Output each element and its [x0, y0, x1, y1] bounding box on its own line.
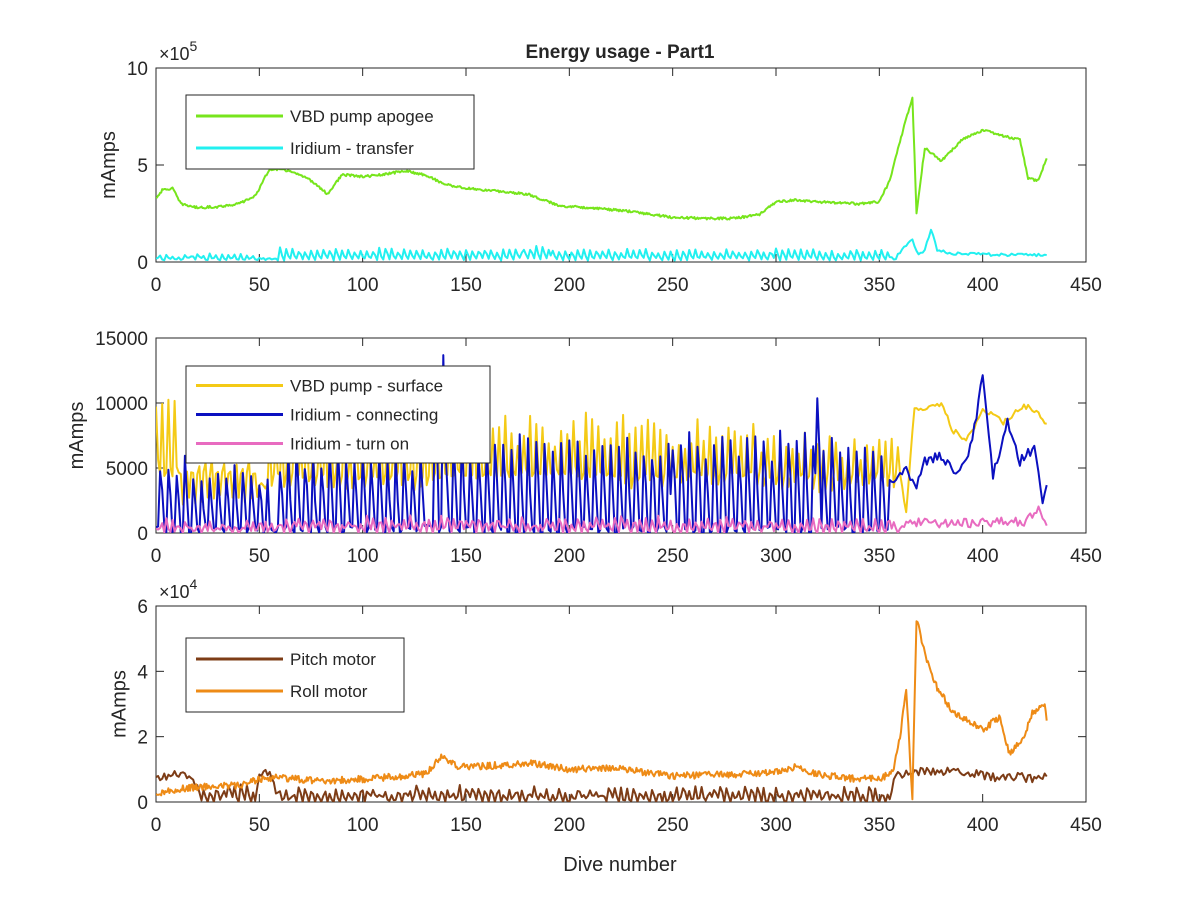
x-tick-label: 250: [657, 546, 689, 567]
x-tick-label: 100: [347, 815, 379, 836]
y-tick-label: 4: [137, 662, 148, 683]
x-tick-label: 400: [967, 546, 999, 567]
legend: VBD pump apogee Iridium - transfer: [185, 94, 475, 170]
x-tick-label: 50: [249, 815, 270, 836]
x-tick-label: 400: [967, 815, 999, 836]
legend-label: Iridium - transfer: [290, 139, 414, 158]
legend-label: Iridium - connecting: [290, 406, 438, 425]
x-tick-label: 400: [967, 275, 999, 296]
x-tick-label: 250: [657, 275, 689, 296]
x-tick-label: 50: [249, 546, 270, 567]
y-tick-label: 2: [137, 728, 148, 749]
y-tick-label: 10000: [95, 394, 148, 415]
x-tick-label: 0: [151, 815, 162, 836]
x-tick-label: 350: [863, 546, 895, 567]
y-tick-label: 5000: [106, 459, 148, 480]
x-tick-label: 350: [863, 275, 895, 296]
subplot-vbd-apogee-iridium-transfer: 0 50 100 150 200 250 300 350 400 450 0 5 10 ×105 mAmps…: [98, 38, 1102, 296]
x-tick-label: 350: [863, 815, 895, 836]
series-line-iridium-connecting: [156, 354, 1048, 533]
x-tick-label: 450: [1070, 815, 1102, 836]
legend-label: Roll motor: [290, 682, 368, 701]
series-line-iridium-transfer: [156, 228, 1047, 262]
legend: VBD pump - surface Iridium - connecting Ir…: [185, 365, 491, 464]
y-axis-label: mAmps: [108, 670, 130, 738]
subplot-pitch-roll-motors: 0 50 100 150 200 250 300 350 400 450 0 2 4 6 ×104 mAmps…: [108, 576, 1101, 836]
x-tick-label: 50: [249, 275, 270, 296]
chart-title: Energy usage - Part1: [525, 42, 714, 63]
x-tick-label: 300: [760, 275, 792, 296]
y-exponent-label: ×104: [159, 576, 198, 602]
x-tick-label: 200: [553, 815, 585, 836]
y-tick-label: 5: [137, 156, 148, 177]
legend: Pitch motor Roll motor: [185, 637, 405, 713]
x-tick-label: 300: [760, 546, 792, 567]
y-tick-label: 0: [137, 253, 148, 274]
x-axis-label: Dive number: [563, 854, 677, 876]
y-tick-label: 0: [137, 524, 148, 545]
x-tick-label: 450: [1070, 275, 1102, 296]
legend-label: VBD pump - surface: [290, 377, 443, 396]
x-tick-label: 300: [760, 815, 792, 836]
series-line-pitch-motor: [156, 766, 1048, 802]
x-tick-label: 250: [657, 815, 689, 836]
x-tick-label: 450: [1070, 546, 1102, 567]
x-tick-label: 200: [553, 546, 585, 567]
x-tick-label: 0: [151, 275, 162, 296]
x-tick-label: 100: [347, 275, 379, 296]
subplot-vbd-surface-iridium: 0 50 100 150 200 250 300 350 400 450 0 5000 10000 150…: [66, 329, 1102, 567]
y-tick-label: 0: [137, 793, 148, 814]
x-tick-label: 150: [450, 815, 482, 836]
legend-label: Pitch motor: [290, 650, 376, 669]
x-tick-label: 200: [553, 275, 585, 296]
x-tick-label: 100: [347, 546, 379, 567]
series-line-iridium-turn-on: [156, 505, 1048, 533]
y-tick-label: 10: [127, 59, 148, 80]
legend-box: [185, 637, 405, 713]
x-tick-label: 150: [450, 275, 482, 296]
y-tick-label: 6: [137, 597, 148, 618]
y-axis-label: mAmps: [98, 131, 120, 199]
series-line-roll-motor: [156, 620, 1048, 801]
y-exponent-label: ×105: [159, 38, 198, 64]
legend-label: Iridium - turn on: [290, 435, 409, 454]
x-tick-label: 0: [151, 546, 162, 567]
y-tick-label: 15000: [95, 329, 148, 350]
series-line-vbd-pump-apogee: [156, 96, 1048, 221]
x-tick-label: 150: [450, 546, 482, 567]
legend-label: VBD pump apogee: [290, 107, 434, 126]
legend-box: [185, 94, 475, 170]
y-axis-label: mAmps: [66, 402, 88, 470]
